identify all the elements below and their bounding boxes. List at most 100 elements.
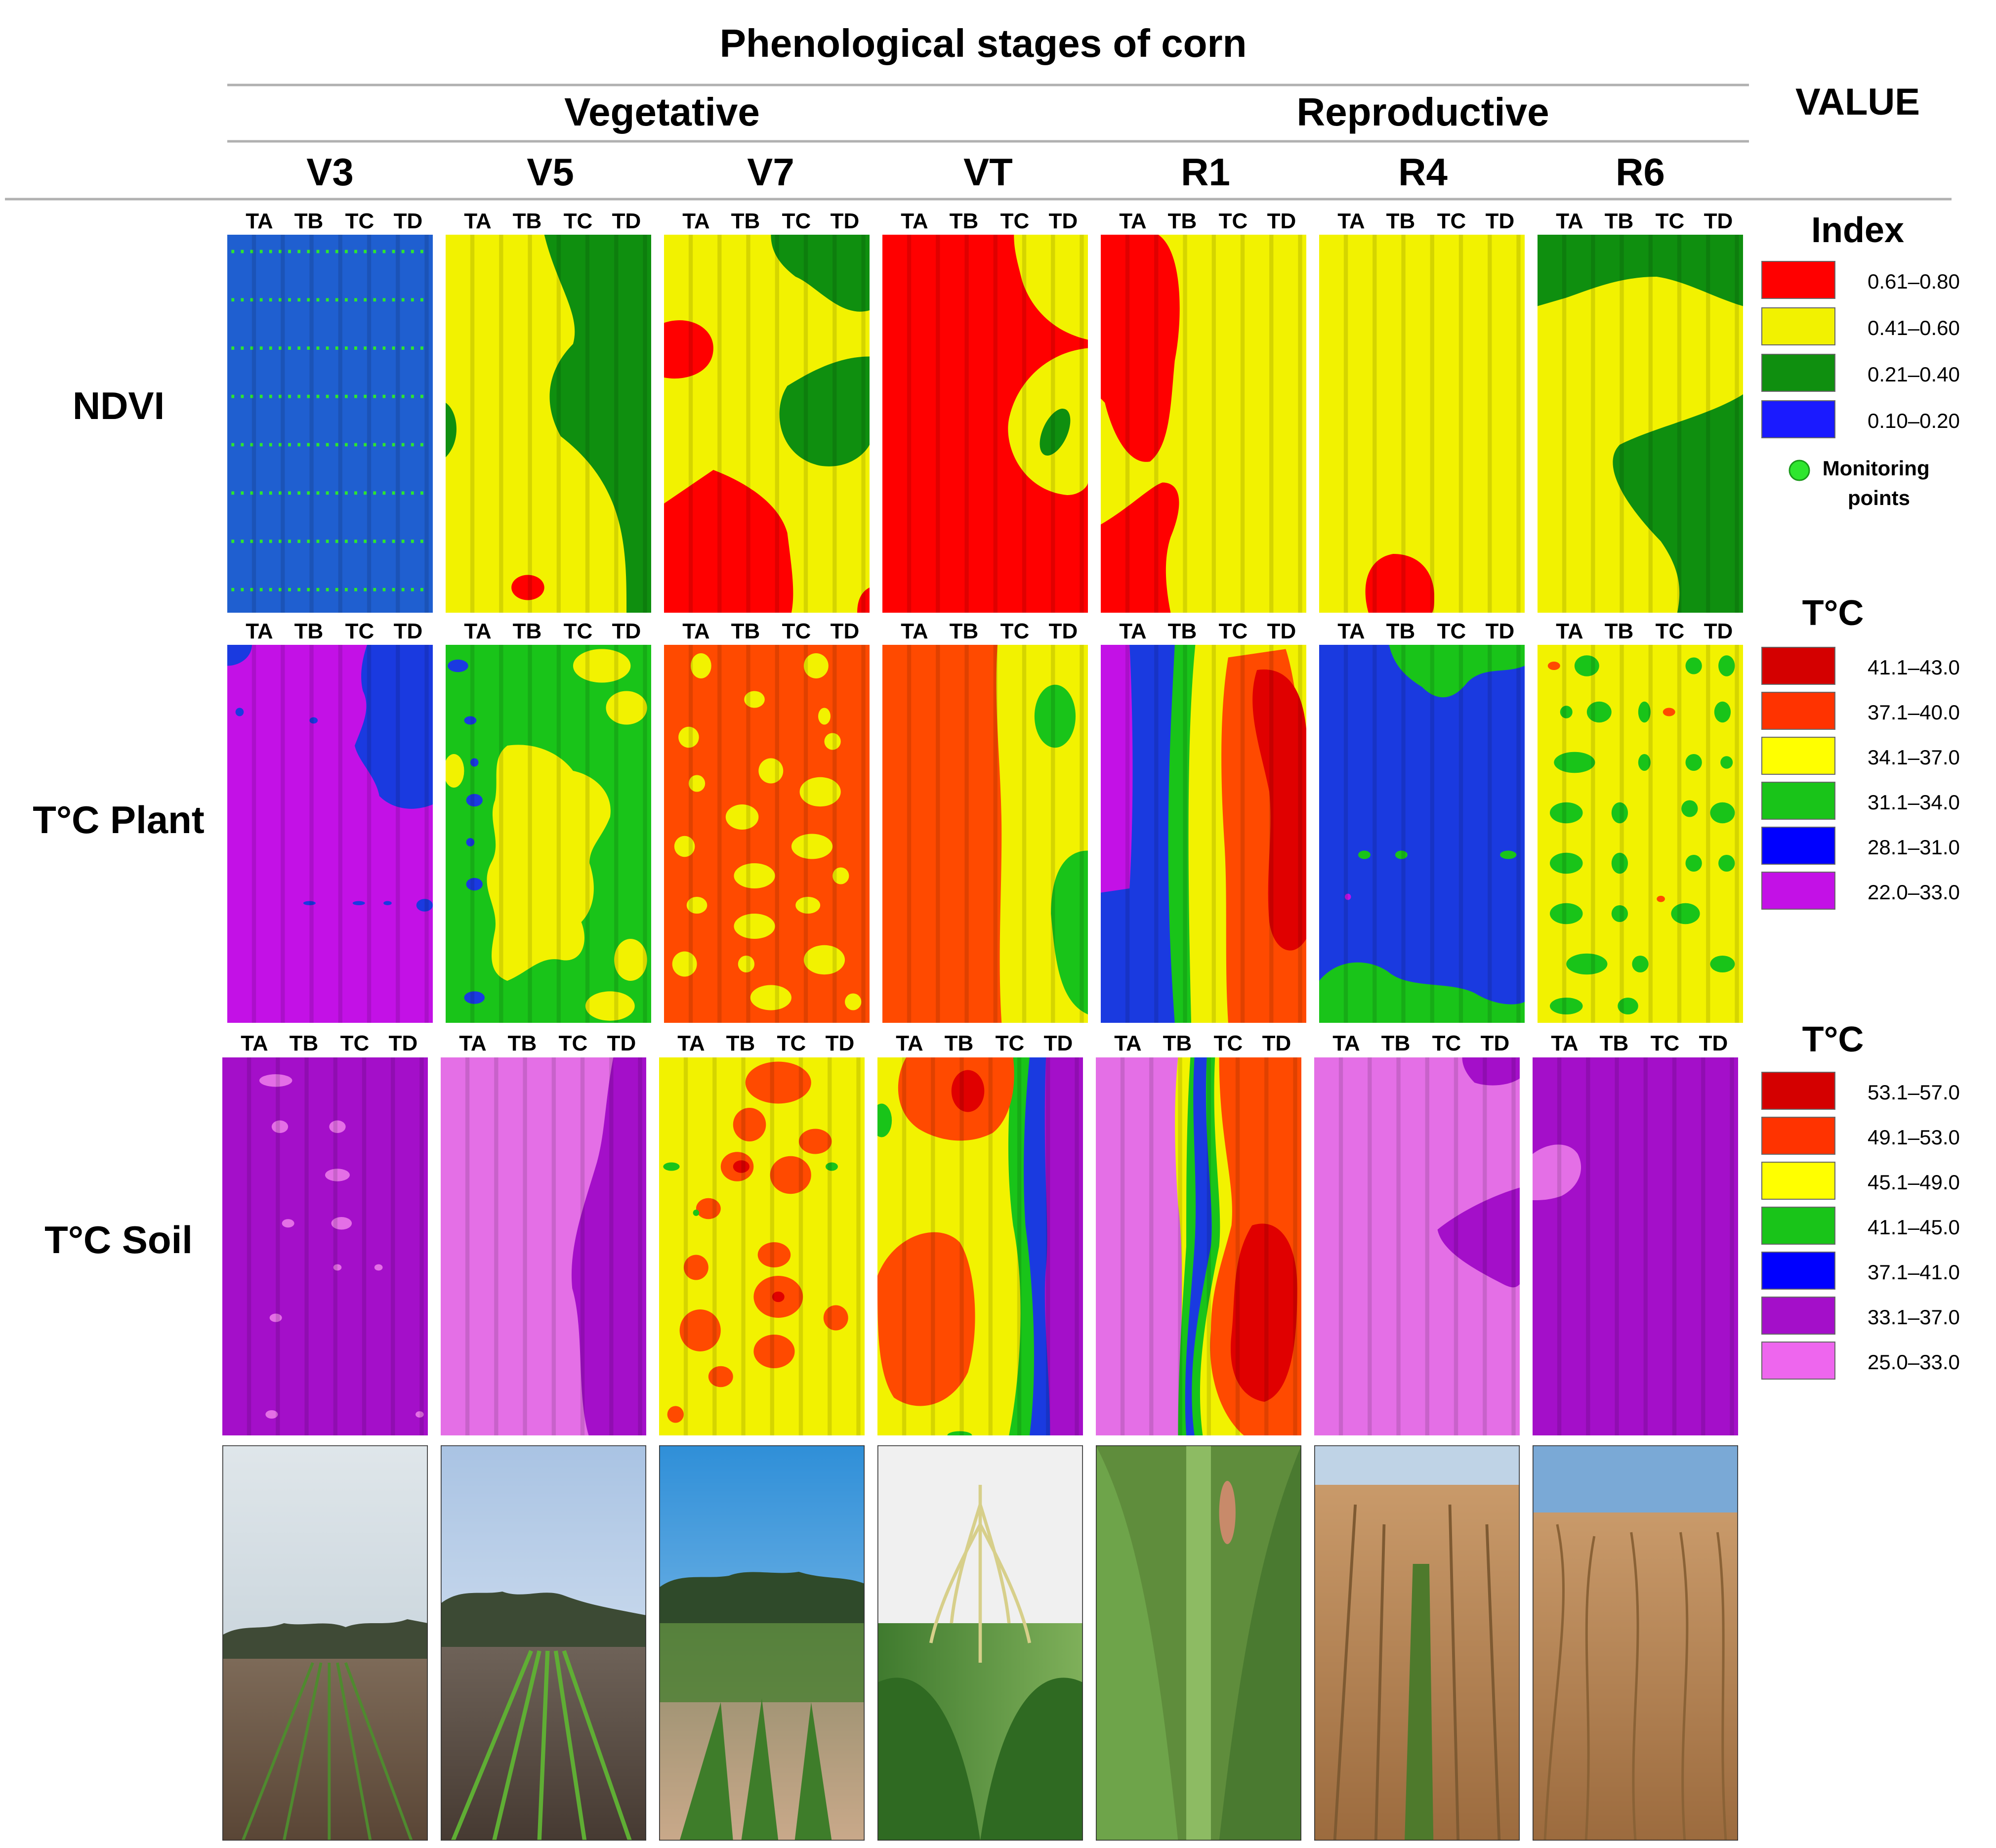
treatment-label: TD (1267, 619, 1296, 643)
treatment-label: TC (1651, 1031, 1680, 1055)
treatment-label: TC (559, 1031, 588, 1055)
legend-swatch (1761, 1297, 1835, 1335)
treatment-label: TB (1386, 209, 1415, 233)
treatment-label: TC (1432, 1031, 1461, 1055)
treatment-label: TA (241, 1031, 268, 1055)
legend-swatch (1761, 400, 1835, 438)
treatment-label: TC (345, 209, 374, 233)
treatment-label: TD (1704, 209, 1733, 233)
row-label-ndvi: NDVI (73, 384, 165, 427)
treatment-label: TB (1386, 619, 1415, 643)
treatment-label: TC (1437, 209, 1466, 233)
group-label-reproductive: Reproductive (1296, 90, 1549, 134)
value-header: VALUE (1795, 81, 1920, 123)
treatment-label: TA (682, 209, 709, 233)
legend-soil-title: T°C (1802, 1020, 1864, 1059)
treatment-label: TA (1556, 619, 1583, 643)
group-label-vegetative: Vegetative (564, 90, 760, 134)
treatment-label: TC (996, 1031, 1025, 1055)
legend-swatch (1761, 261, 1835, 299)
plant-temp-map-v5 (446, 645, 651, 1023)
treatment-label: TB (513, 209, 542, 233)
treatment-label: TA (682, 619, 709, 643)
treatment-label: TC (1000, 619, 1030, 643)
treatment-label: TB (950, 619, 979, 643)
soil-temp-map-vt (877, 1057, 1083, 1435)
treatment-label: TD (389, 1031, 418, 1055)
treatment-label: TD (831, 619, 860, 643)
treatment-label: TC (782, 619, 811, 643)
legend-range-label: 0.21–0.40 (1868, 363, 1960, 386)
treatment-label: TB (1381, 1031, 1411, 1055)
legend-plant-temp: T°C (1802, 593, 1864, 633)
treatment-label: TB (731, 209, 760, 233)
treatment-label: TB (1605, 209, 1634, 233)
legend-range-label: 22.0–33.0 (1868, 881, 1960, 904)
treatment-label: TD (612, 209, 641, 233)
treatment-label: TD (1049, 209, 1078, 233)
photo-v3 (222, 1445, 428, 1841)
treatment-label: TA (901, 619, 928, 643)
treatment-label: TA (1337, 619, 1365, 643)
treatment-label: TA (896, 1031, 923, 1055)
stage-label-v5: V5 (527, 150, 574, 194)
treatment-label: TC (340, 1031, 370, 1055)
treatment-label: TD (1262, 1031, 1291, 1055)
treatment-label: TD (1704, 619, 1733, 643)
legend-range-label: 41.1–45.0 (1868, 1216, 1960, 1239)
legend-range-label: 41.1–43.0 (1868, 656, 1960, 679)
legend-swatch (1761, 692, 1835, 730)
soil-temp-map-v7 (659, 1057, 865, 1435)
treatment-label: TC (1656, 209, 1685, 233)
treatment-label: TA (1556, 209, 1583, 233)
soil-temp-map-r6 (1533, 1057, 1738, 1435)
treatment-label: TB (508, 1031, 537, 1055)
treatment-label: TA (1337, 209, 1365, 233)
treatment-label: TD (1481, 1031, 1510, 1055)
legend-range-label: 25.0–33.0 (1868, 1350, 1960, 1374)
treatment-label: TD (1699, 1031, 1728, 1055)
treatment-label: TD (612, 619, 641, 643)
legend-swatch (1761, 827, 1835, 865)
treatment-label: TB (513, 619, 542, 643)
legend-swatch (1761, 307, 1835, 345)
monitoring-label-text: Monitoring (1823, 457, 1930, 480)
plant-temp-map-v3 (227, 645, 433, 1023)
legend-soil-items: 53.1–57.0 49.1–53.0 45.1–49.0 41.1–45.0 37.1… (1761, 1072, 1960, 1380)
treatment-label: TC (564, 209, 593, 233)
treatment-label: TD (394, 619, 423, 643)
treatment-label: TA (464, 619, 491, 643)
treatment-label: TC (1656, 619, 1685, 643)
row-label-soil-temp: T°C Soil (44, 1218, 193, 1261)
treatment-label: TA (246, 619, 273, 643)
treatment-label: TA (1332, 1031, 1360, 1055)
treatment-label: TC (782, 209, 811, 233)
treatment-label: TC (1214, 1031, 1243, 1055)
legend-swatch (1761, 737, 1835, 775)
legend-soil-temp: T°C (1802, 1020, 1864, 1059)
soil-temp-map-v5 (441, 1057, 646, 1435)
monitoring-point-icon (1788, 460, 1810, 481)
treatment-label: TA (459, 1031, 486, 1055)
treatment-label: TD (607, 1031, 636, 1055)
treatment-label: TC (1437, 619, 1466, 643)
legend-swatch (1761, 1072, 1835, 1110)
legend-range-label: 34.1–37.0 (1868, 746, 1960, 769)
treatment-label: TC (1219, 619, 1248, 643)
treatment-label: TA (677, 1031, 705, 1055)
legend-monitoring-label: Monitoring points (1823, 457, 1936, 509)
plant-temp-map-r4 (1319, 645, 1525, 1023)
treatment-label: TD (1044, 1031, 1073, 1055)
legend-range-label: 53.1–57.0 (1868, 1081, 1960, 1104)
legend-plant-title: T°C (1802, 593, 1864, 633)
ndvi-map-v5 (446, 235, 651, 613)
treatment-label: TB (1605, 619, 1634, 643)
ndvi-map-v3 (227, 235, 433, 613)
photo-vt (877, 1445, 1083, 1841)
treatment-label: TC (1219, 209, 1248, 233)
treatment-label: TC (564, 619, 593, 643)
legend-range-label: 28.1–31.0 (1868, 836, 1960, 859)
soil-temp-map-r1 (1096, 1057, 1301, 1435)
treatment-label: TD (1267, 209, 1296, 233)
